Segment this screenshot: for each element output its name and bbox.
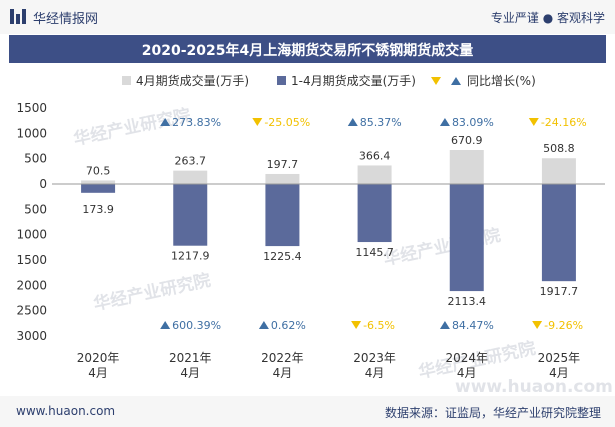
y-tick-label: 500 [24,152,47,166]
y-tick-label: 1000 [16,228,47,242]
legend-marker-down [431,77,441,85]
y-tick-label: 1000 [16,126,47,140]
bar-cumulative [541,184,576,282]
bar-cumulative [357,184,392,243]
y-tick-label: 2500 [16,304,47,318]
growth-cumulative-marker [351,321,362,329]
bar-cumulative [449,184,484,292]
x-tick-label: 4月 [365,366,385,380]
growth-cumulative-label: 0.62% [271,319,306,332]
y-tick-label: 1500 [16,101,47,115]
huajing-logo-icon [10,9,26,24]
x-tick-label: 2023年 [353,351,396,365]
bar-april [357,165,392,184]
value-label-cumulative: 1917.7 [540,285,579,298]
growth-cumulative-label: -6.5% [363,319,395,332]
x-tick-label: 4月 [273,366,293,380]
growth-april-label: 273.83% [172,116,221,129]
tagline: 专业严谨 ● 客观科学 [490,11,605,25]
value-label-cumulative: 1145.7 [355,246,394,259]
x-tick-label: 4月 [457,366,477,380]
growth-cumulative-label: -9.26% [544,319,583,332]
legend-label-cumulative: 1-4月期货成交量(万手) [291,73,416,88]
bar-april [81,180,116,184]
value-label-cumulative: 1217.9 [171,250,210,263]
value-label-april: 366.4 [359,149,391,162]
bar-cumulative [81,184,116,193]
growth-april-marker [439,118,450,126]
value-label-april: 70.5 [86,164,111,177]
x-tick-label: 2025年 [538,351,581,365]
value-label-cumulative: 173.9 [82,203,114,216]
growth-cumulative-marker [258,321,269,329]
y-tick-label: 1500 [16,253,47,267]
footer-url[interactable]: www.huaon.com [16,404,116,418]
y-tick-label: 500 [24,202,47,216]
x-tick-label: 2024年 [445,351,488,365]
legend-label-growth: 同比增长(%) [467,74,536,88]
title-bar: 2020-2025年4月上海期货交易所不锈钢期货成交量 [9,35,606,63]
value-label-april: 670.9 [451,134,483,147]
growth-cumulative-label: 84.47% [452,319,494,332]
x-tick-label: 2020年 [77,351,120,365]
value-label-cumulative: 1225.4 [263,250,302,263]
bar-cumulative [173,184,208,246]
legend-marker-up [451,77,461,85]
growth-april-label: 85.37% [360,116,402,129]
x-tick-label: 4月 [88,366,108,380]
bar-april [265,173,300,184]
top-bar: 华经情报网 专业严谨 ● 客观科学 [0,0,615,34]
bar-april [449,150,484,184]
legend-label-april: 4月期货成交量(万手) [136,73,249,88]
legend-swatch-cumulative [277,76,286,85]
y-tick-label: 3000 [16,329,47,343]
x-tick-label: 2022年 [261,351,304,365]
x-tick-label: 2021年 [169,351,212,365]
growth-cumulative-marker [160,321,171,329]
y-tick-label: 2000 [16,278,47,292]
growth-cumulative-marker [439,321,450,329]
growth-cumulative-marker [532,321,543,329]
bar-april [173,170,208,184]
legend-swatch-april [122,76,131,85]
site-name: 华经情报网 [33,12,99,27]
value-label-april: 197.7 [267,158,299,171]
value-label-april: 508.8 [543,142,575,155]
watermark: 华经产业研究院 [382,225,503,270]
value-label-cumulative: 2113.4 [448,295,487,308]
growth-april-marker [252,118,263,126]
data-source: 数据来源：证监局，华经产业研究院整理 [384,406,601,420]
growth-april-marker [160,118,171,126]
x-tick-label: 4月 [549,366,569,380]
value-label-april: 263.7 [175,155,207,168]
watermark: 华经产业研究院 [92,270,213,315]
growth-cumulative-label: 600.39% [172,319,221,332]
growth-april-marker [528,118,539,126]
x-tick-label: 4月 [180,366,200,380]
growth-april-label: 83.09% [452,116,494,129]
bar-april [541,158,576,184]
y-tick-label: 0 [39,177,47,191]
growth-april-marker [347,118,358,126]
chart-title: 2020-2025年4月上海期货交易所不锈钢期货成交量 [141,43,474,59]
growth-april-label: -25.05% [264,116,310,129]
bar-cumulative [265,184,300,247]
watermark: www.huaon.com [455,377,613,397]
footer-bar: www.huaon.com 数据来源：证监局，华经产业研究院整理 [0,396,615,427]
growth-april-label: -24.16% [541,116,587,129]
